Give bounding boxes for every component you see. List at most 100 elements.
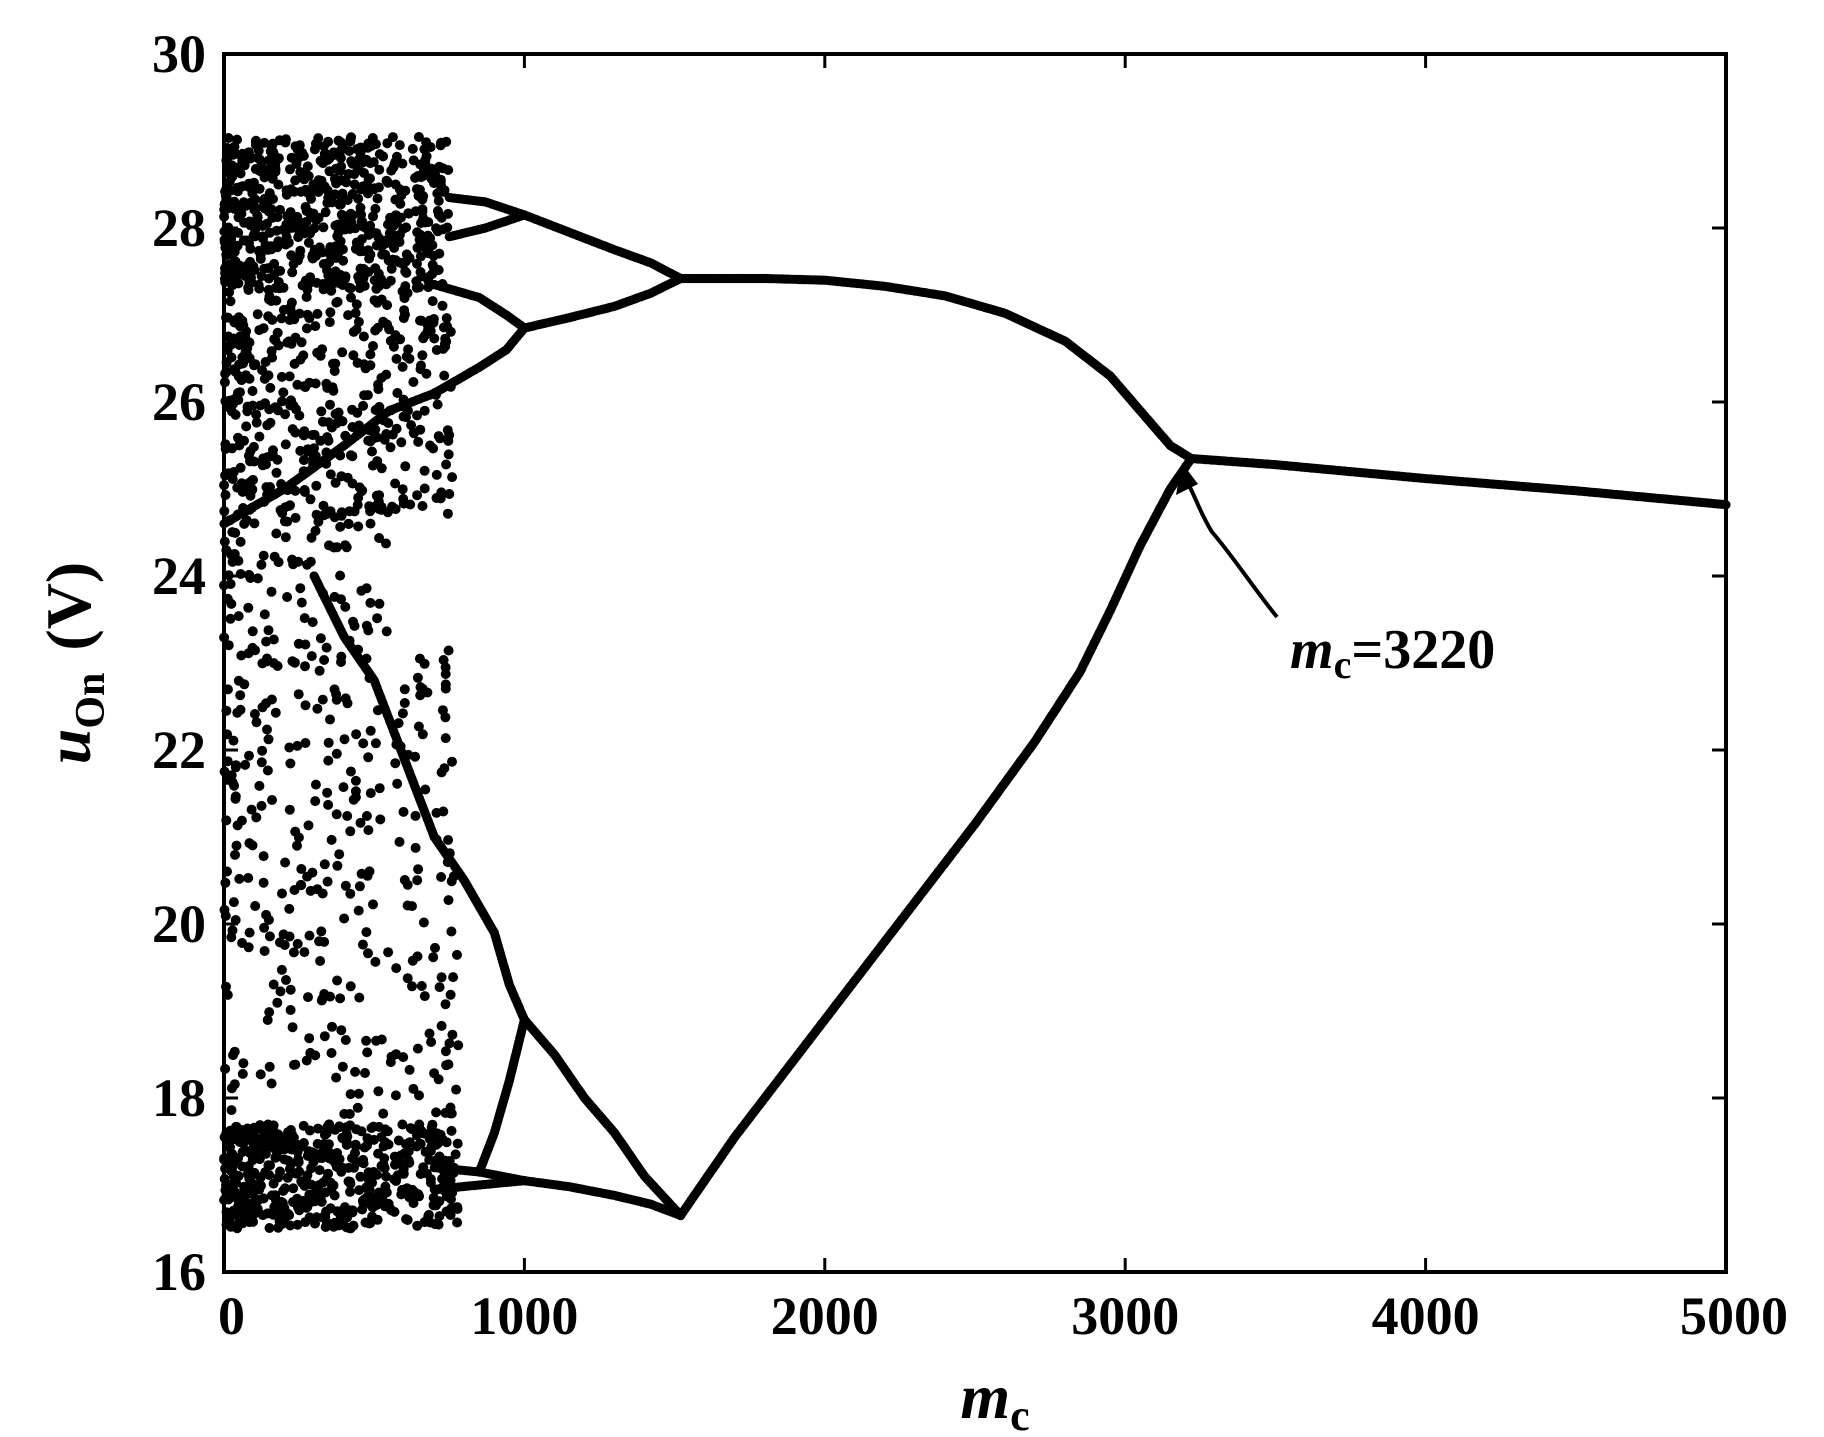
data-point — [323, 755, 334, 766]
data-point — [414, 184, 425, 195]
data-point — [251, 717, 262, 728]
data-point — [385, 1057, 396, 1068]
data-point — [408, 1198, 419, 1209]
data-point — [334, 849, 345, 860]
data-point — [329, 512, 340, 523]
data-point — [272, 242, 283, 253]
data-point — [390, 504, 401, 515]
data-point — [242, 401, 253, 412]
data-point — [345, 981, 356, 992]
data-point — [422, 1213, 433, 1224]
data-point — [330, 241, 341, 252]
data-point — [436, 767, 447, 778]
data-point — [419, 483, 430, 494]
data-point — [321, 184, 332, 195]
data-point — [372, 705, 383, 716]
data-point — [281, 189, 292, 200]
data-point — [365, 349, 376, 360]
data-point — [448, 972, 459, 983]
data-point — [330, 358, 341, 369]
data-point — [402, 973, 413, 984]
data-point — [404, 1137, 415, 1148]
data-point — [381, 626, 392, 637]
data-point — [295, 354, 306, 365]
data-point — [363, 752, 374, 763]
data-point — [423, 245, 434, 256]
data-point — [306, 1179, 317, 1190]
data-point — [287, 424, 298, 435]
data-point — [282, 1172, 293, 1183]
data-point — [416, 218, 426, 228]
data-point — [398, 1166, 408, 1177]
data-point — [397, 361, 408, 372]
data-point — [444, 1156, 455, 1166]
data-point — [439, 370, 450, 381]
data-point — [432, 399, 443, 410]
data-point — [298, 430, 309, 441]
data-point — [254, 431, 265, 442]
data-point — [392, 388, 403, 398]
data-point — [353, 644, 364, 655]
data-point — [417, 729, 428, 740]
data-point — [266, 1078, 277, 1089]
data-point — [226, 1105, 237, 1116]
data-point — [390, 330, 401, 341]
data-point — [251, 812, 262, 823]
data-point — [323, 799, 334, 810]
data-point — [227, 406, 237, 417]
data-point — [444, 1191, 454, 1202]
data-point — [268, 634, 279, 645]
data-point — [261, 698, 272, 709]
data-point — [445, 1210, 456, 1220]
data-point — [280, 439, 291, 450]
data-point — [284, 903, 295, 914]
data-point — [414, 1090, 424, 1101]
data-point — [235, 168, 246, 179]
data-point — [403, 344, 414, 355]
data-point — [451, 1084, 462, 1095]
data-point — [370, 956, 381, 967]
data-point — [275, 986, 286, 997]
data-point — [363, 825, 374, 836]
data-point — [240, 200, 251, 211]
data-point — [272, 997, 283, 1008]
data-point — [367, 460, 378, 471]
data-point — [361, 154, 372, 165]
data-point — [357, 1204, 368, 1215]
data-point — [230, 849, 240, 860]
data-point — [397, 1119, 408, 1130]
data-point — [258, 550, 269, 561]
data-point — [329, 1190, 340, 1201]
data-point — [322, 1122, 333, 1132]
data-point — [339, 913, 350, 924]
data-point — [263, 1160, 274, 1171]
data-point — [358, 738, 369, 749]
data-point — [234, 873, 245, 884]
data-point — [305, 494, 316, 505]
data-point — [362, 870, 373, 881]
data-point — [362, 1047, 373, 1058]
data-point — [263, 625, 274, 636]
data-point — [383, 947, 394, 958]
data-point — [430, 388, 440, 398]
data-point — [353, 521, 364, 532]
data-point — [389, 235, 400, 246]
data-point — [250, 1124, 261, 1135]
data-point — [271, 1151, 281, 1162]
data-point — [370, 738, 381, 749]
data-point — [412, 242, 423, 253]
data-point — [259, 922, 270, 933]
data-point — [374, 490, 385, 501]
data-point — [244, 838, 255, 849]
data-point — [233, 1171, 244, 1181]
data-point — [370, 263, 381, 274]
data-point — [230, 1122, 241, 1132]
data-point — [368, 1134, 379, 1145]
data-point — [431, 1107, 442, 1118]
data-point — [353, 905, 364, 916]
data-point — [430, 942, 440, 953]
data-point — [260, 357, 271, 367]
data-point — [235, 704, 246, 715]
data-point — [434, 1211, 445, 1222]
data-point — [319, 1031, 330, 1042]
